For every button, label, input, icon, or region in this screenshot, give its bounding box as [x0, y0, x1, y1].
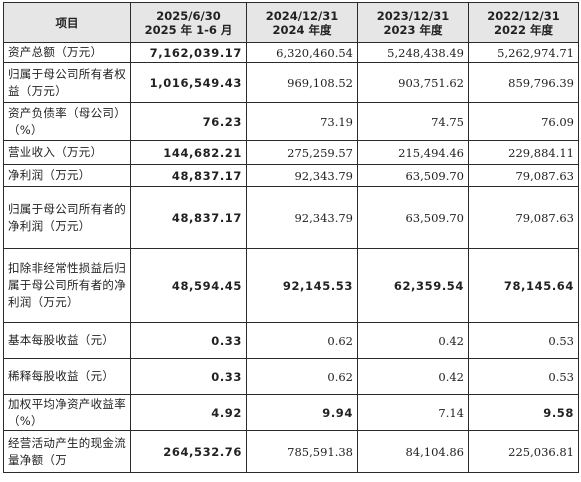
- row-label: 营业收入（万元）: [3, 140, 131, 165]
- value-cell: 48,837.17: [130, 186, 247, 249]
- value-cell: 144,682.21: [130, 140, 247, 165]
- header-2025h1: 2025/6/30 2025 年 1-6 月: [130, 2, 247, 43]
- value-cell: 0.62: [246, 322, 358, 359]
- table-row: 基本每股收益（元） 0.33 0.62 0.42 0.53: [3, 322, 579, 359]
- header-item-label: 项目: [55, 15, 79, 30]
- value-cell: 969,108.52: [246, 62, 358, 103]
- row-label: 资产总额（万元）: [3, 42, 131, 63]
- row-label: 稀释每股收益（元）: [3, 358, 131, 395]
- value-cell: 7,162,039.17: [130, 42, 247, 63]
- value-cell: 0.42: [357, 322, 469, 359]
- table-row: 归属于母公司所有者权益（万元） 1,016,549.43 969,108.52 903…: [3, 62, 579, 103]
- row-label: 加权平均净资产收益率（%）: [3, 394, 131, 431]
- value-cell: 9.58: [468, 394, 579, 431]
- value-cell: 79,087.63: [468, 186, 579, 249]
- table-row: 加权平均净资产收益率（%） 4.92 9.94 7.14 9.58: [3, 394, 579, 431]
- header-2023: 2023/12/31 2023 年度: [357, 2, 469, 43]
- table-row: 资产总额（万元） 7,162,039.17 6,320,460.54 5,248,43…: [3, 42, 579, 63]
- table-row: 资产负债率（母公司）（%） 76.23 73.19 74.75 76.09: [3, 102, 579, 141]
- value-cell: 275,259.57: [246, 140, 358, 165]
- table-row: 经营活动产生的现金流量净额（万 264,532.76 785,591.38 84,10…: [3, 430, 579, 473]
- value-cell: 859,796.39: [468, 62, 579, 103]
- row-label: 扣除非经常性损益后归属于母公司所有者的净利润（万元）: [3, 248, 131, 323]
- row-label: 归属于母公司所有者权益（万元）: [3, 62, 131, 103]
- value-cell: 0.53: [468, 322, 579, 359]
- value-cell: 4.92: [130, 394, 247, 431]
- value-cell: 225,036.81: [468, 430, 579, 473]
- header-item: 项目: [3, 2, 131, 43]
- value-cell: 63,509.70: [357, 164, 469, 187]
- table-row: 归属于母公司所有者的净利润（万元） 48,837.17 92,343.79 63,50…: [3, 186, 579, 249]
- value-cell: 76.23: [130, 102, 247, 141]
- value-cell: 48,837.17: [130, 164, 247, 187]
- table-row: 扣除非经常性损益后归属于母公司所有者的净利润（万元） 48,594.45 92,14…: [3, 248, 579, 323]
- value-cell: 6,320,460.54: [246, 42, 358, 63]
- table-row: 营业收入（万元） 144,682.21 275,259.57 215,494.46 22…: [3, 140, 579, 165]
- value-cell: 5,248,438.49: [357, 42, 469, 63]
- table-header-row: 项目 2025/6/30 2025 年 1-6 月 2024/12/31 2024 …: [3, 2, 579, 43]
- value-cell: 229,884.11: [468, 140, 579, 165]
- header-2022-date: 2022/12/31: [487, 8, 560, 23]
- value-cell: 903,751.62: [357, 62, 469, 103]
- value-cell: 63,509.70: [357, 186, 469, 249]
- value-cell: 92,145.53: [246, 248, 358, 323]
- financial-summary-table: 项目 2025/6/30 2025 年 1-6 月 2024/12/31 2024 …: [3, 2, 579, 473]
- value-cell: 76.09: [468, 102, 579, 141]
- header-2025h1-period: 2025 年 1-6 月: [144, 22, 233, 37]
- row-label: 基本每股收益（元）: [3, 322, 131, 359]
- value-cell: 92,343.79: [246, 164, 358, 187]
- row-label: 资产负债率（母公司）（%）: [3, 102, 131, 141]
- value-cell: 215,494.46: [357, 140, 469, 165]
- value-cell: 0.42: [357, 358, 469, 395]
- value-cell: 79,087.63: [468, 164, 579, 187]
- value-cell: 1,016,549.43: [130, 62, 247, 103]
- value-cell: 0.33: [130, 358, 247, 395]
- value-cell: 0.33: [130, 322, 247, 359]
- row-label: 经营活动产生的现金流量净额（万: [3, 430, 131, 473]
- header-2024-period: 2024 年度: [272, 22, 332, 37]
- table-row: 稀释每股收益（元） 0.33 0.62 0.42 0.53: [3, 358, 579, 395]
- value-cell: 785,591.38: [246, 430, 358, 473]
- value-cell: 0.53: [468, 358, 579, 395]
- header-2022: 2022/12/31 2022 年度: [468, 2, 579, 43]
- row-label: 归属于母公司所有者的净利润（万元）: [3, 186, 131, 249]
- header-2023-period: 2023 年度: [383, 22, 443, 37]
- row-label: 净利润（万元）: [3, 164, 131, 187]
- table-row: 净利润（万元） 48,837.17 92,343.79 63,509.70 79,087…: [3, 164, 579, 187]
- value-cell: 0.62: [246, 358, 358, 395]
- value-cell: 73.19: [246, 102, 358, 141]
- header-2023-date: 2023/12/31: [376, 8, 450, 23]
- value-cell: 74.75: [357, 102, 469, 141]
- header-2024-date: 2024/12/31: [265, 8, 339, 23]
- table-body: 资产总额（万元） 7,162,039.17 6,320,460.54 5,248,43…: [3, 42, 579, 473]
- header-2022-period: 2022 年度: [493, 22, 553, 37]
- value-cell: 92,343.79: [246, 186, 358, 249]
- value-cell: 264,532.76: [130, 430, 247, 473]
- value-cell: 9.94: [246, 394, 358, 431]
- value-cell: 5,262,974.71: [468, 42, 579, 63]
- header-2025h1-date: 2025/6/30: [156, 8, 221, 23]
- value-cell: 62,359.54: [357, 248, 469, 323]
- value-cell: 7.14: [357, 394, 469, 431]
- value-cell: 48,594.45: [130, 248, 247, 323]
- header-2024: 2024/12/31 2024 年度: [246, 2, 358, 43]
- value-cell: 78,145.64: [468, 248, 579, 323]
- value-cell: 84,104.86: [357, 430, 469, 473]
